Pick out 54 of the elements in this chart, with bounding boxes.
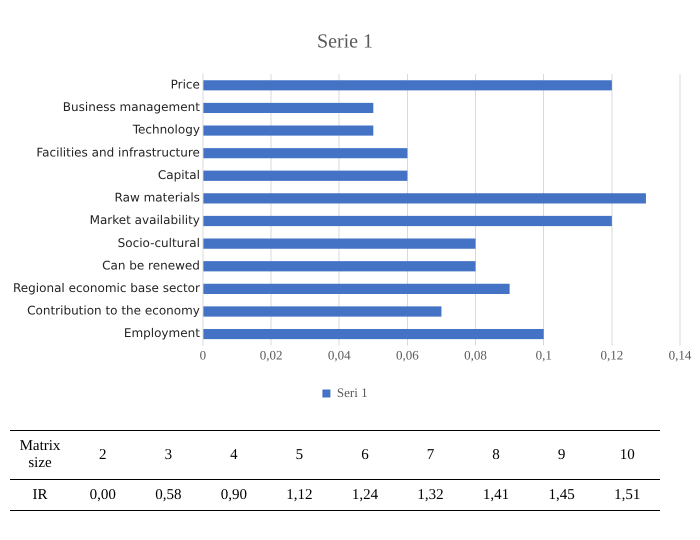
y-tick-label: Raw materials xyxy=(114,190,200,205)
bar xyxy=(203,102,374,114)
bar xyxy=(203,80,612,90)
y-tick-label: Can be renewed xyxy=(102,258,200,272)
y-tick-label: Facilities and infrastructure xyxy=(36,145,200,160)
x-tick-label: 0,12 xyxy=(600,348,624,363)
x-tick-label: 0,02 xyxy=(260,348,282,363)
text: 3 xyxy=(136,430,202,480)
bar xyxy=(203,261,476,272)
text: 0,00 xyxy=(70,480,136,510)
chart-title: Serie 1 xyxy=(316,30,374,52)
text: 1,32 xyxy=(398,480,464,510)
x-tick-label: 0 xyxy=(200,348,206,363)
text: 1,51 xyxy=(594,480,660,510)
text: IR xyxy=(10,480,70,510)
text: 7 xyxy=(398,430,464,480)
y-tick-label: Capital xyxy=(158,168,200,182)
text: 1,12 xyxy=(266,480,332,510)
bar xyxy=(203,170,408,181)
text: 8 xyxy=(463,430,529,480)
text: Matrix size xyxy=(10,430,70,480)
text: 9 xyxy=(528,430,594,480)
y-tick-label: Price xyxy=(170,77,200,92)
text: 4 xyxy=(201,430,267,480)
bar xyxy=(203,193,646,204)
y-tick-label: Regional economic base sector xyxy=(13,280,200,295)
bar xyxy=(203,148,408,158)
x-tick-label: 0,06 xyxy=(396,348,420,363)
bar xyxy=(203,284,510,294)
y-tick-label: Business management xyxy=(62,100,200,114)
y-tick-label: Socio-cultural xyxy=(118,236,200,250)
text: 1,24 xyxy=(332,480,398,510)
bar xyxy=(203,238,476,249)
text: 6 xyxy=(332,430,398,480)
bar xyxy=(203,216,612,226)
text: 0,58 xyxy=(136,480,202,510)
x-tick-label: 0,04 xyxy=(328,348,352,363)
x-tick-label: 0,1 xyxy=(536,348,552,363)
legend-label: Seri 1 xyxy=(336,384,368,400)
x-tick-label: 0,08 xyxy=(464,348,487,363)
bar xyxy=(203,306,442,317)
text: 2 xyxy=(70,430,136,480)
bar xyxy=(203,125,374,136)
x-tick-label: 0,14 xyxy=(668,348,692,363)
text: 0,90 xyxy=(201,480,267,510)
text: 1,45 xyxy=(528,480,594,510)
text: 1,41 xyxy=(463,480,529,510)
y-tick-label: Market availability xyxy=(90,213,200,228)
y-tick-label: Technology xyxy=(132,122,200,137)
y-tick-label: Employment xyxy=(124,326,200,340)
text: 10 xyxy=(594,430,660,480)
text: 5 xyxy=(266,430,332,480)
y-tick-label: Contribution to the economy xyxy=(27,304,200,318)
bar xyxy=(203,329,544,340)
